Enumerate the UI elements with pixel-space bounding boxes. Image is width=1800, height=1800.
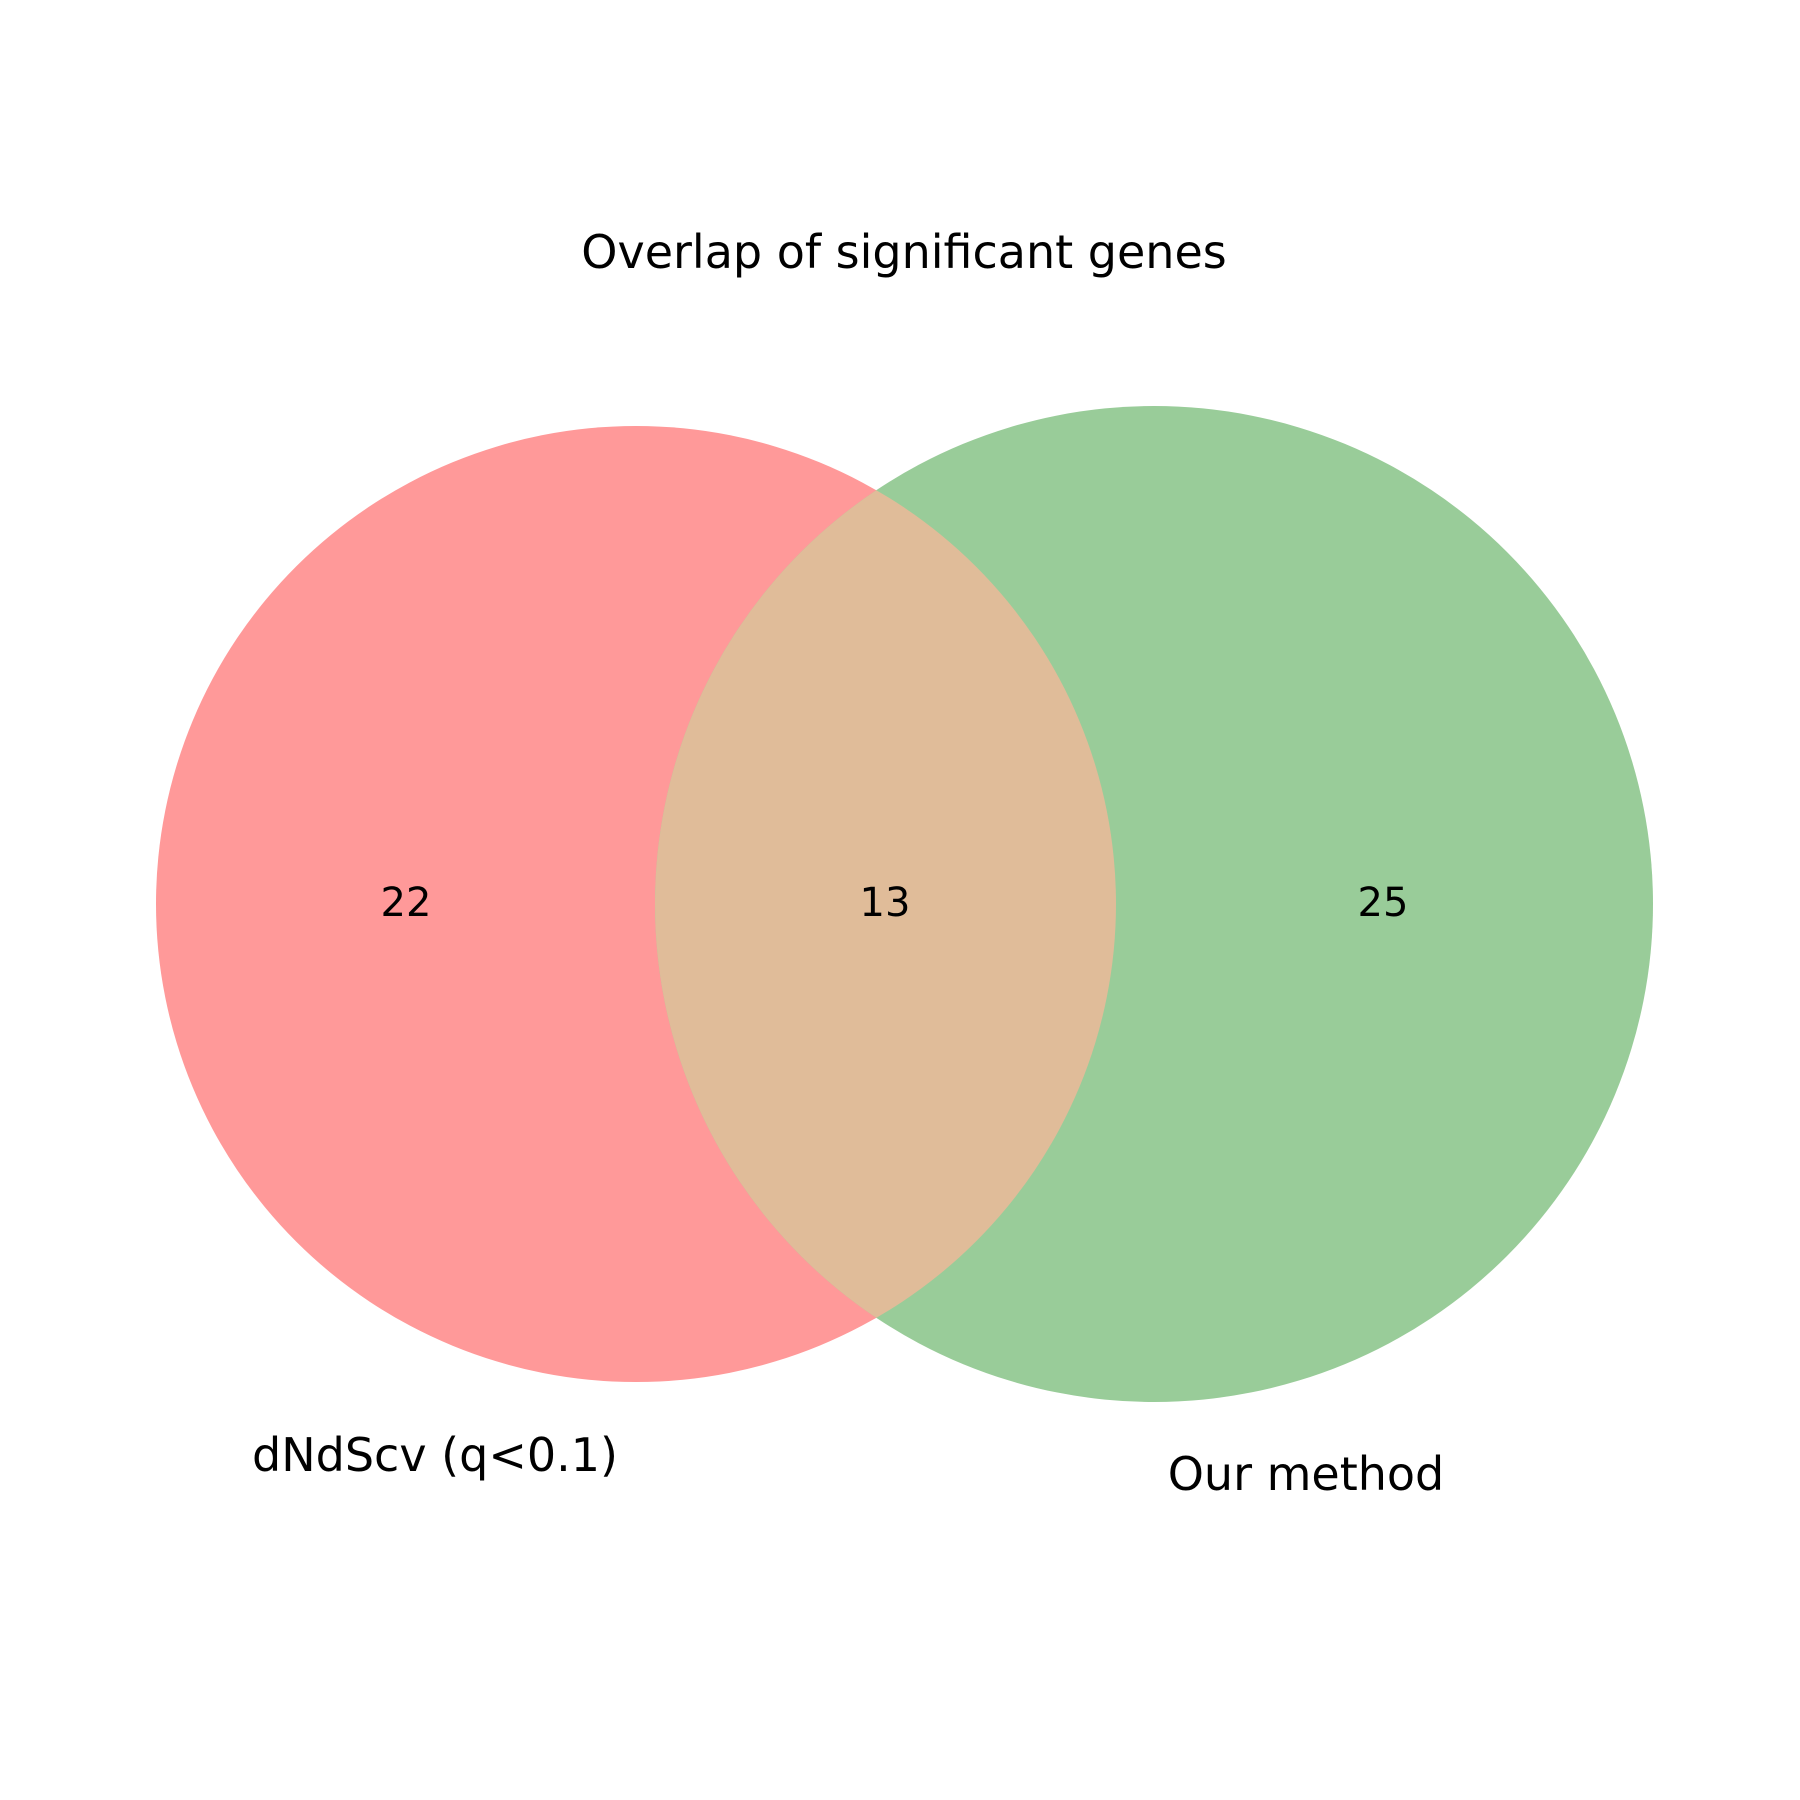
set-b-only-count: 25 — [1358, 880, 1409, 926]
overlap-region — [655, 426, 1116, 1382]
diagram-title: Overlap of significant genes — [581, 225, 1226, 279]
overlap-count: 13 — [860, 880, 911, 926]
set-a-only-count: 22 — [381, 880, 432, 926]
set-b-label: Our method — [1168, 1447, 1445, 1501]
set-a-label: dNdScv (q<0.1) — [252, 1428, 618, 1482]
